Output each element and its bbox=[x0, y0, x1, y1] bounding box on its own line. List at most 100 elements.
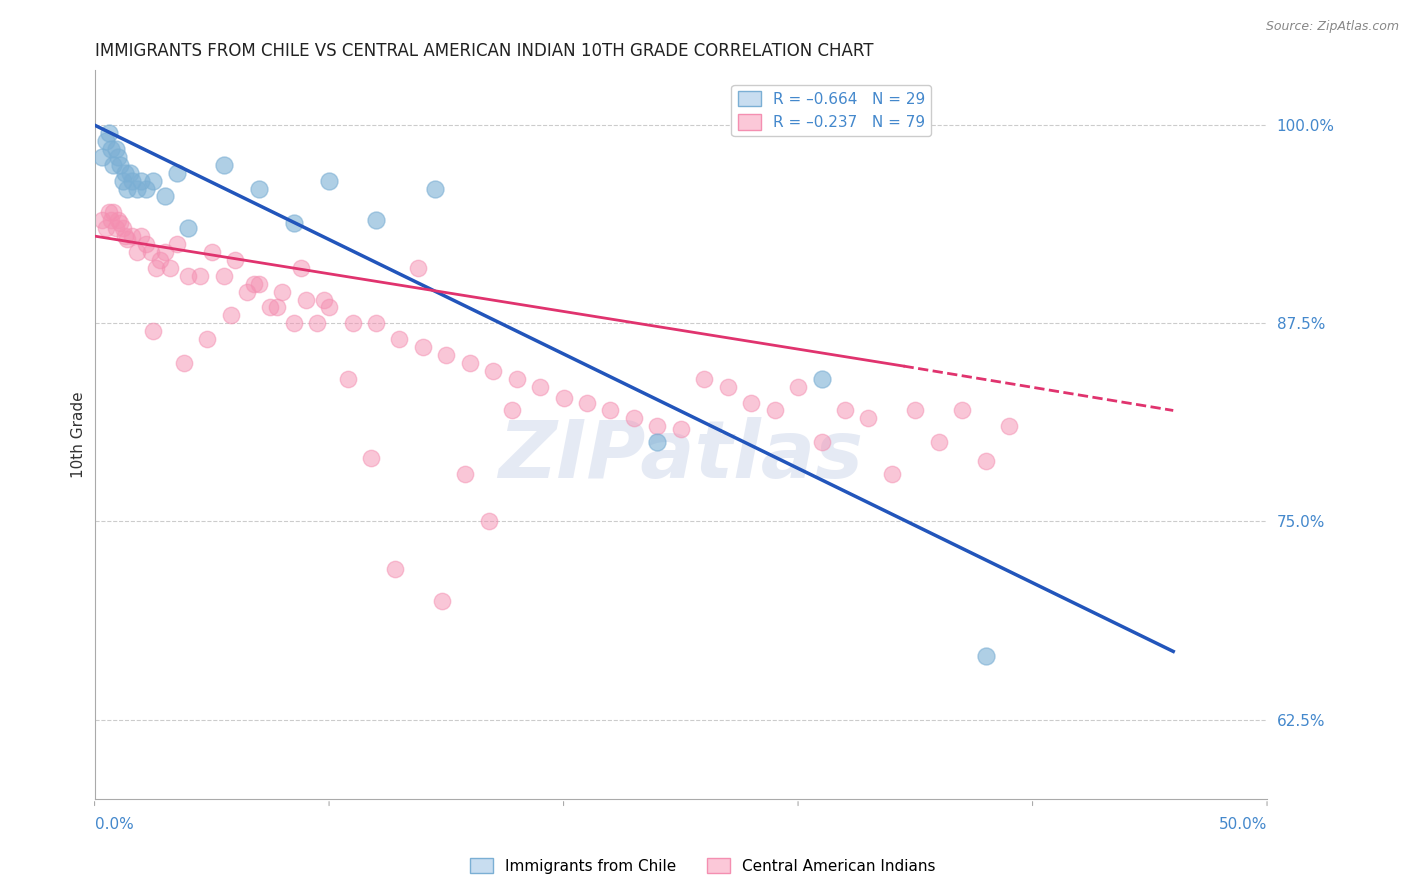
Point bbox=[763, 403, 786, 417]
Point bbox=[623, 411, 645, 425]
Point bbox=[117, 232, 139, 246]
Point bbox=[104, 221, 127, 235]
Point bbox=[717, 380, 740, 394]
Point bbox=[149, 252, 172, 267]
Point bbox=[880, 467, 903, 481]
Point bbox=[810, 435, 832, 450]
Point bbox=[998, 419, 1021, 434]
Point bbox=[177, 268, 200, 283]
Point bbox=[928, 435, 950, 450]
Point bbox=[90, 150, 112, 164]
Point bbox=[423, 181, 446, 195]
Point bbox=[96, 221, 118, 235]
Point bbox=[166, 237, 188, 252]
Point bbox=[153, 189, 176, 203]
Point bbox=[342, 316, 364, 330]
Point bbox=[159, 260, 181, 275]
Point bbox=[111, 221, 134, 235]
Point bbox=[693, 372, 716, 386]
Point bbox=[188, 268, 211, 283]
Point bbox=[360, 450, 382, 465]
Point bbox=[384, 562, 406, 576]
Point bbox=[142, 173, 165, 187]
Point bbox=[553, 391, 575, 405]
Point bbox=[599, 403, 621, 417]
Point bbox=[114, 166, 136, 180]
Point bbox=[294, 293, 316, 307]
Point bbox=[135, 181, 157, 195]
Point bbox=[647, 435, 669, 450]
Text: Source: ZipAtlas.com: Source: ZipAtlas.com bbox=[1265, 20, 1399, 33]
Point bbox=[950, 403, 973, 417]
Point bbox=[100, 142, 122, 156]
Point bbox=[283, 216, 305, 230]
Point bbox=[90, 213, 112, 227]
Point bbox=[125, 181, 148, 195]
Point bbox=[110, 158, 132, 172]
Point bbox=[166, 166, 188, 180]
Text: ZIPatlas: ZIPatlas bbox=[498, 417, 863, 495]
Point bbox=[505, 372, 527, 386]
Point bbox=[121, 173, 143, 187]
Text: 0.0%: 0.0% bbox=[94, 817, 134, 832]
Point bbox=[271, 285, 294, 299]
Point bbox=[364, 316, 387, 330]
Point bbox=[212, 268, 235, 283]
Point bbox=[364, 213, 387, 227]
Point bbox=[336, 372, 359, 386]
Point bbox=[173, 356, 195, 370]
Point bbox=[117, 181, 139, 195]
Point bbox=[142, 324, 165, 338]
Point bbox=[103, 158, 125, 172]
Point bbox=[219, 309, 242, 323]
Point bbox=[243, 277, 266, 291]
Legend: Immigrants from Chile, Central American Indians: Immigrants from Chile, Central American … bbox=[464, 852, 942, 880]
Point bbox=[236, 285, 259, 299]
Point bbox=[100, 213, 122, 227]
Point bbox=[177, 221, 200, 235]
Point bbox=[103, 205, 125, 219]
Point bbox=[974, 649, 997, 664]
Point bbox=[477, 515, 499, 529]
Point bbox=[388, 332, 411, 346]
Point bbox=[97, 126, 120, 140]
Point bbox=[224, 252, 246, 267]
Y-axis label: 10th Grade: 10th Grade bbox=[72, 391, 86, 477]
Point bbox=[740, 395, 762, 409]
Point bbox=[114, 229, 136, 244]
Point bbox=[669, 422, 692, 436]
Point bbox=[412, 340, 434, 354]
Point bbox=[529, 380, 551, 394]
Point bbox=[107, 150, 129, 164]
Point bbox=[153, 244, 176, 259]
Point bbox=[318, 301, 340, 315]
Point bbox=[121, 229, 143, 244]
Point bbox=[576, 395, 599, 409]
Text: 50.0%: 50.0% bbox=[1219, 817, 1267, 832]
Point bbox=[212, 158, 235, 172]
Point bbox=[904, 403, 927, 417]
Point bbox=[104, 142, 127, 156]
Point bbox=[111, 173, 134, 187]
Point bbox=[259, 301, 281, 315]
Point bbox=[458, 356, 481, 370]
Point bbox=[318, 173, 340, 187]
Point bbox=[247, 181, 270, 195]
Point bbox=[454, 467, 477, 481]
Point bbox=[290, 260, 312, 275]
Point bbox=[430, 593, 453, 607]
Point bbox=[97, 205, 120, 219]
Point bbox=[974, 454, 997, 468]
Point bbox=[135, 237, 157, 252]
Point bbox=[406, 260, 429, 275]
Point bbox=[96, 134, 118, 148]
Point bbox=[482, 364, 505, 378]
Point bbox=[434, 348, 457, 362]
Point bbox=[247, 277, 270, 291]
Legend: R = –0.664   N = 29, R = –0.237   N = 79: R = –0.664 N = 29, R = –0.237 N = 79 bbox=[731, 85, 931, 136]
Point bbox=[118, 166, 141, 180]
Point bbox=[145, 260, 167, 275]
Point bbox=[647, 419, 669, 434]
Point bbox=[314, 293, 336, 307]
Point bbox=[131, 173, 153, 187]
